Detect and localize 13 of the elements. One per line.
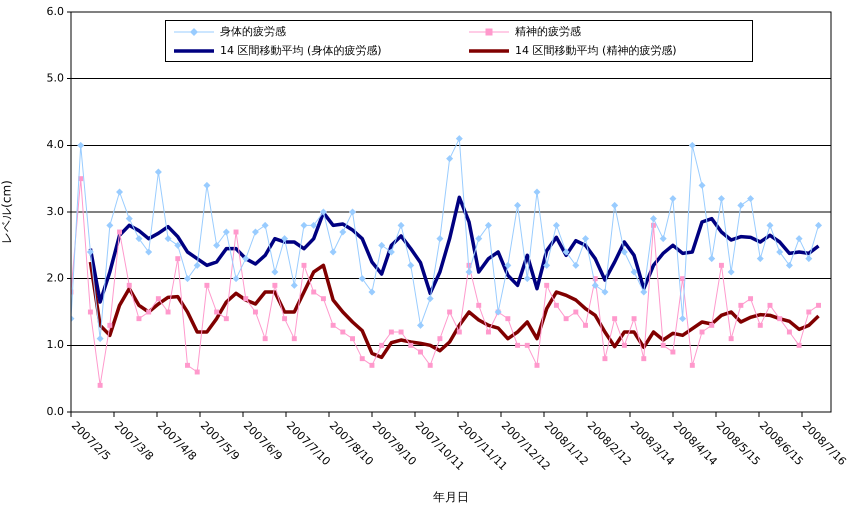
y-tick-label: 6.0 [46, 4, 64, 18]
y-axis-title: レベル(cm) [0, 180, 14, 244]
legend-label: 14 区間移動平均 (身体的疲労感) [220, 43, 382, 58]
y-tick-label: 5.0 [46, 72, 64, 85]
legend-label: 身体的疲労感 [220, 24, 286, 39]
y-tick-label: 1.0 [46, 338, 64, 352]
y-tick-label: 3.0 [46, 204, 64, 218]
legend-label: 精神的疲労感 [515, 24, 581, 39]
y-tick-label: 4.0 [46, 138, 64, 152]
x-axis-title: 年月日 [433, 490, 469, 504]
y-tick-label: 0.0 [46, 404, 64, 418]
legend-label: 14 区間移動平均 (精神的疲労感) [515, 43, 677, 58]
y-tick-label: 2.0 [46, 272, 64, 285]
